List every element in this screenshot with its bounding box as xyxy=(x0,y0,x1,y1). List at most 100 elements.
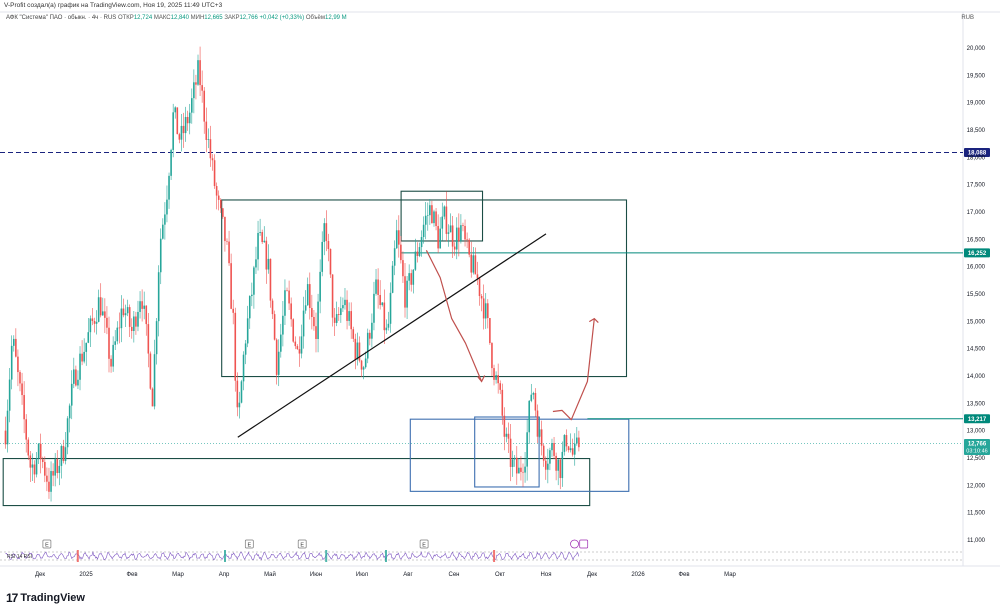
candle-body xyxy=(453,246,456,250)
candle-body xyxy=(6,410,9,445)
candle-body xyxy=(476,274,479,279)
candle-body xyxy=(489,318,491,344)
candle-body xyxy=(513,457,516,460)
candle-body xyxy=(201,85,203,91)
candle-body xyxy=(139,301,141,312)
candle-body xyxy=(561,451,564,479)
candle-body xyxy=(493,368,495,380)
candle-body xyxy=(184,116,187,134)
candle-body xyxy=(503,415,506,437)
candle-body xyxy=(162,224,164,239)
candle-body xyxy=(576,437,578,444)
time-tick-label: Дек xyxy=(35,572,45,578)
volume-label: Объём xyxy=(305,15,325,21)
candle-body xyxy=(460,225,462,242)
rsi-label: RSI 14 RSI xyxy=(7,554,32,560)
candle-body xyxy=(17,356,19,373)
candle-body xyxy=(271,300,274,315)
candle-body xyxy=(520,467,522,472)
candle-body xyxy=(27,439,30,456)
candle-body xyxy=(68,405,71,419)
brand-name: TradingView xyxy=(20,592,85,604)
candle-body xyxy=(164,214,166,225)
close-label: ЗАКР xyxy=(224,15,240,21)
candle-body xyxy=(8,379,11,411)
candle-body xyxy=(342,305,344,309)
earnings-upcoming-marker xyxy=(579,539,589,549)
candle-body xyxy=(484,303,487,319)
candle-body xyxy=(395,230,398,249)
open-value: 12,724 xyxy=(133,15,153,21)
candle-body xyxy=(319,271,321,302)
candle-body xyxy=(284,290,286,316)
candle-body xyxy=(447,232,450,234)
candle-body xyxy=(371,322,373,339)
candle-body xyxy=(211,158,214,161)
candle-body xyxy=(50,471,52,492)
candle-body xyxy=(369,332,371,339)
candle-body xyxy=(251,294,253,297)
candle-body xyxy=(135,316,137,327)
candle-body xyxy=(406,280,408,308)
candle-body xyxy=(528,400,531,433)
price-tick-label: 16,000 xyxy=(967,265,986,271)
candle-body xyxy=(304,305,307,311)
price-tick-label: 11,000 xyxy=(967,538,986,544)
candle-body xyxy=(41,459,44,462)
candle-body xyxy=(491,343,493,369)
close-value: 12,766 xyxy=(239,15,258,21)
earnings-marker-label: E xyxy=(45,543,49,549)
candle-body xyxy=(505,433,508,437)
candle-body xyxy=(108,327,110,359)
time-tick-label: Фев xyxy=(678,572,689,578)
candle-body xyxy=(321,241,324,272)
flash-icon xyxy=(570,539,579,549)
candle-body xyxy=(240,381,243,403)
candle-body xyxy=(325,223,328,242)
candle-body xyxy=(128,307,131,327)
symbol-name[interactable]: АФК "Система" ПАО · обыкн. · 4ч · RUS xyxy=(6,15,117,21)
tradingview-logo-icon: 17 xyxy=(6,591,18,605)
candle-body xyxy=(116,327,119,342)
candle-body xyxy=(480,296,483,299)
candle-body xyxy=(79,353,81,380)
candle-body xyxy=(451,225,454,247)
candle-body xyxy=(75,369,77,386)
candle-body xyxy=(52,471,54,476)
symbol-legend: АФК "Система" ПАО · обыкн. · 4ч · RUS ОТ… xyxy=(6,15,347,21)
candle-body xyxy=(356,342,359,360)
candle-body xyxy=(44,461,46,476)
time-tick-label: Июн xyxy=(310,572,322,578)
candle-body xyxy=(77,379,79,386)
candle-body xyxy=(178,134,181,140)
candle-body xyxy=(275,339,278,375)
candle-body xyxy=(414,251,417,270)
time-tick-label: Июл xyxy=(356,572,369,578)
candle-body xyxy=(124,313,127,316)
price-axis: 20,000 19,500 19,000 18,500 18,000 17,500 17,0… xyxy=(967,46,986,544)
candle-body xyxy=(536,410,539,437)
candle-body xyxy=(315,326,317,340)
price-tick-label: 15,500 xyxy=(967,292,986,298)
candle-body xyxy=(302,310,305,337)
candle-body xyxy=(174,107,177,113)
candle-body xyxy=(329,249,332,275)
candle-body xyxy=(133,316,135,331)
candle-body xyxy=(118,327,121,329)
candle-body xyxy=(557,459,559,471)
candle-body xyxy=(296,346,299,350)
candle-body xyxy=(337,314,340,315)
candle-body xyxy=(298,349,301,354)
drawings xyxy=(237,233,599,438)
candle-body xyxy=(358,342,361,361)
candle-body xyxy=(362,367,365,370)
time-tick-label: 2026 xyxy=(631,572,645,578)
earnings-marker-label: E xyxy=(422,543,426,549)
candle-body xyxy=(186,116,189,124)
candle-body xyxy=(222,208,224,217)
candle-body xyxy=(23,395,25,420)
candle-body xyxy=(522,471,524,473)
candle-body xyxy=(466,239,468,241)
